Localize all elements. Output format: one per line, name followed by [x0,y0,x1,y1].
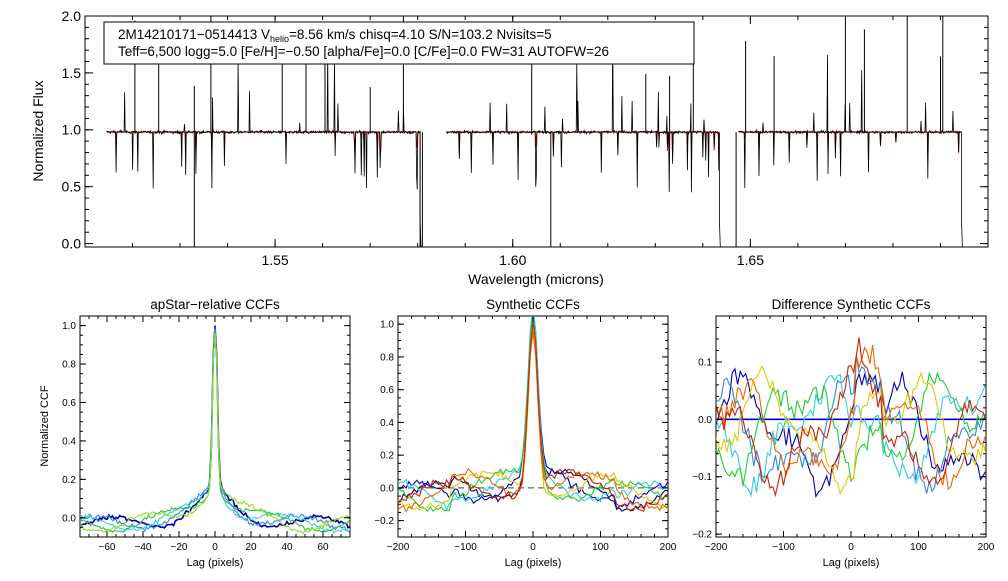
x-tick-label: 1.60 [499,252,526,268]
synthetic-series-layer [398,316,668,513]
x-tick-label: 0 [530,542,536,553]
diff-ccf-6 [716,345,986,491]
y-tick-label: 0.6 [62,398,76,409]
diff-ccf-4 [716,371,986,487]
apstar-ccf-3 [80,329,350,534]
x-tick-label: 1.65 [737,252,764,268]
y-tick-label: 0.5 [62,179,82,195]
apstar-title: apStar−relative CCFs [150,297,280,312]
x-tick-label: 100 [592,542,609,553]
synth-traces [398,316,668,513]
difference-series-layer [716,337,986,498]
diff-ccf-2 [716,356,986,494]
y-tick-label: 0.0 [62,235,82,251]
apstar-axes: −60 −40 −20 0 20 40 60 0.0 0.2 0.4 0.6 0.8 1.0 [62,315,351,553]
difference-axes: −200 −100 0 100 200 −0.2 −0.1 0.0 0.1 [692,315,995,553]
y-tick-label: −0.1 [692,472,712,483]
y-tick-label: 0.4 [62,436,76,447]
y-tick-label: 0.2 [380,451,394,462]
x-tick-label: −20 [171,542,188,553]
synth-ccf-4 [398,316,668,513]
spectrum-axes: 1.55 1.60 1.65 0.0 0.5 1.0 1.5 2.0 [62,8,989,268]
synth-ccf-2 [398,316,668,511]
x-tick-label: −60 [99,542,116,553]
observed-trace-chip-1 [106,51,422,247]
apstar-series-layer [80,325,350,535]
info-line-1-rest: =8.56 km/s chisq=4.10 S/N=103.2 Nvisits=… [289,27,552,42]
synth-ccf-7 [398,321,668,512]
x-tick-label: 200 [978,542,995,553]
x-tick-label: −100 [772,542,795,553]
spectrum-panel: 1.55 1.60 1.65 0.0 0.5 1.0 1.5 2.0 2M14210171−0… [30,8,989,287]
apstar-ylabel: Normalized CCF [39,385,51,467]
difference-xlabel: Lag (pixels) [823,557,880,569]
info-line-1-main: 2M14210171−0514413 V [118,27,270,42]
info-line-2: Teff=6,500 logg=5.0 [Fe/H]=−0.50 [alpha/… [118,44,609,59]
synthetic-title: Synthetic CCFs [486,297,580,312]
spectrum-ylabel: Normalized Flux [30,80,46,181]
spectrum-xlabel: Wavelength (microns) [468,271,604,287]
diff-ccf-5 [716,365,986,496]
apstar-traces [80,325,350,535]
y-tick-label: 0.4 [380,418,394,429]
synthetic-xlabel: Lag (pixels) [505,557,562,569]
x-tick-label: −200 [705,542,728,553]
observed-trace-chip-3 [738,54,963,247]
apstar-ccf-1 [80,325,350,529]
synth-ccf-5 [398,328,668,511]
x-tick-label: 200 [660,542,677,553]
y-tick-label: 1.0 [62,122,82,138]
y-tick-label: 0.8 [62,360,76,371]
x-tick-label: 20 [245,542,257,553]
y-tick-label: 0.2 [62,475,76,486]
observed-trace-chip-2 [445,29,721,247]
x-tick-label: −40 [135,542,152,553]
x-tick-label: −200 [387,542,410,553]
difference-title: Difference Synthetic CCFs [772,297,931,312]
x-tick-label: 40 [281,542,293,553]
x-tick-label: 60 [317,542,329,553]
synth-ccf-6 [398,331,668,513]
y-tick-label: 1.0 [62,321,76,332]
y-tick-label: −0.2 [374,516,394,527]
y-tick-label: 0.0 [698,415,712,426]
x-tick-label: 0 [212,542,218,553]
diff-traces [716,337,986,498]
apstar-ccf-panel: −60 −40 −20 0 20 40 60 0.0 0.2 0.4 0.6 0.8 1.0 apSta… [39,297,351,569]
apstar-xlabel: Lag (pixels) [187,557,244,569]
x-tick-label: −100 [454,542,477,553]
spectrum-plot-frame [84,15,989,248]
y-tick-label: 0.6 [380,385,394,396]
y-tick-label: 0.0 [62,513,76,524]
x-tick-label: 0 [848,542,854,553]
x-tick-label: 1.55 [261,252,288,268]
model-trace-chip-2 [446,130,720,155]
apstar-plot-frame [79,315,351,538]
info-box [103,21,695,65]
apstar-ccf-2 [80,327,350,533]
synthetic-ccf-panel: −200 −100 0 100 200 −0.2 0.0 0.2 0.4 0.6 0.8 1.0 Sy… [374,297,677,569]
y-tick-label: 1.5 [62,65,82,81]
info-vhelio-subscript: helio [270,34,289,44]
x-tick-label: 100 [910,542,927,553]
diff-ccf-3 [716,373,986,498]
y-tick-label: −0.2 [692,530,712,541]
y-tick-label: 0.1 [698,357,712,368]
apstar-ccf-5 [80,333,350,535]
synthetic-axes: −200 −100 0 100 200 −0.2 0.0 0.2 0.4 0.6 0.8 1.0 [374,315,677,553]
diff-ccf-7 [716,337,986,498]
y-tick-label: 0.0 [380,483,394,494]
synthetic-plot-frame [397,315,669,538]
diff-ccf-1 [716,367,986,498]
info-line-1: 2M14210171−0514413 Vhelio=8.56 km/s chis… [118,27,552,44]
y-tick-label: 1.0 [380,320,394,331]
y-tick-label: 0.8 [380,352,394,363]
y-tick-label: 2.0 [62,8,82,24]
apstar-ccf-4 [80,331,350,534]
difference-ccf-panel: −200 −100 0 100 200 −0.2 −0.1 0.0 0.1 Difference… [692,297,995,569]
